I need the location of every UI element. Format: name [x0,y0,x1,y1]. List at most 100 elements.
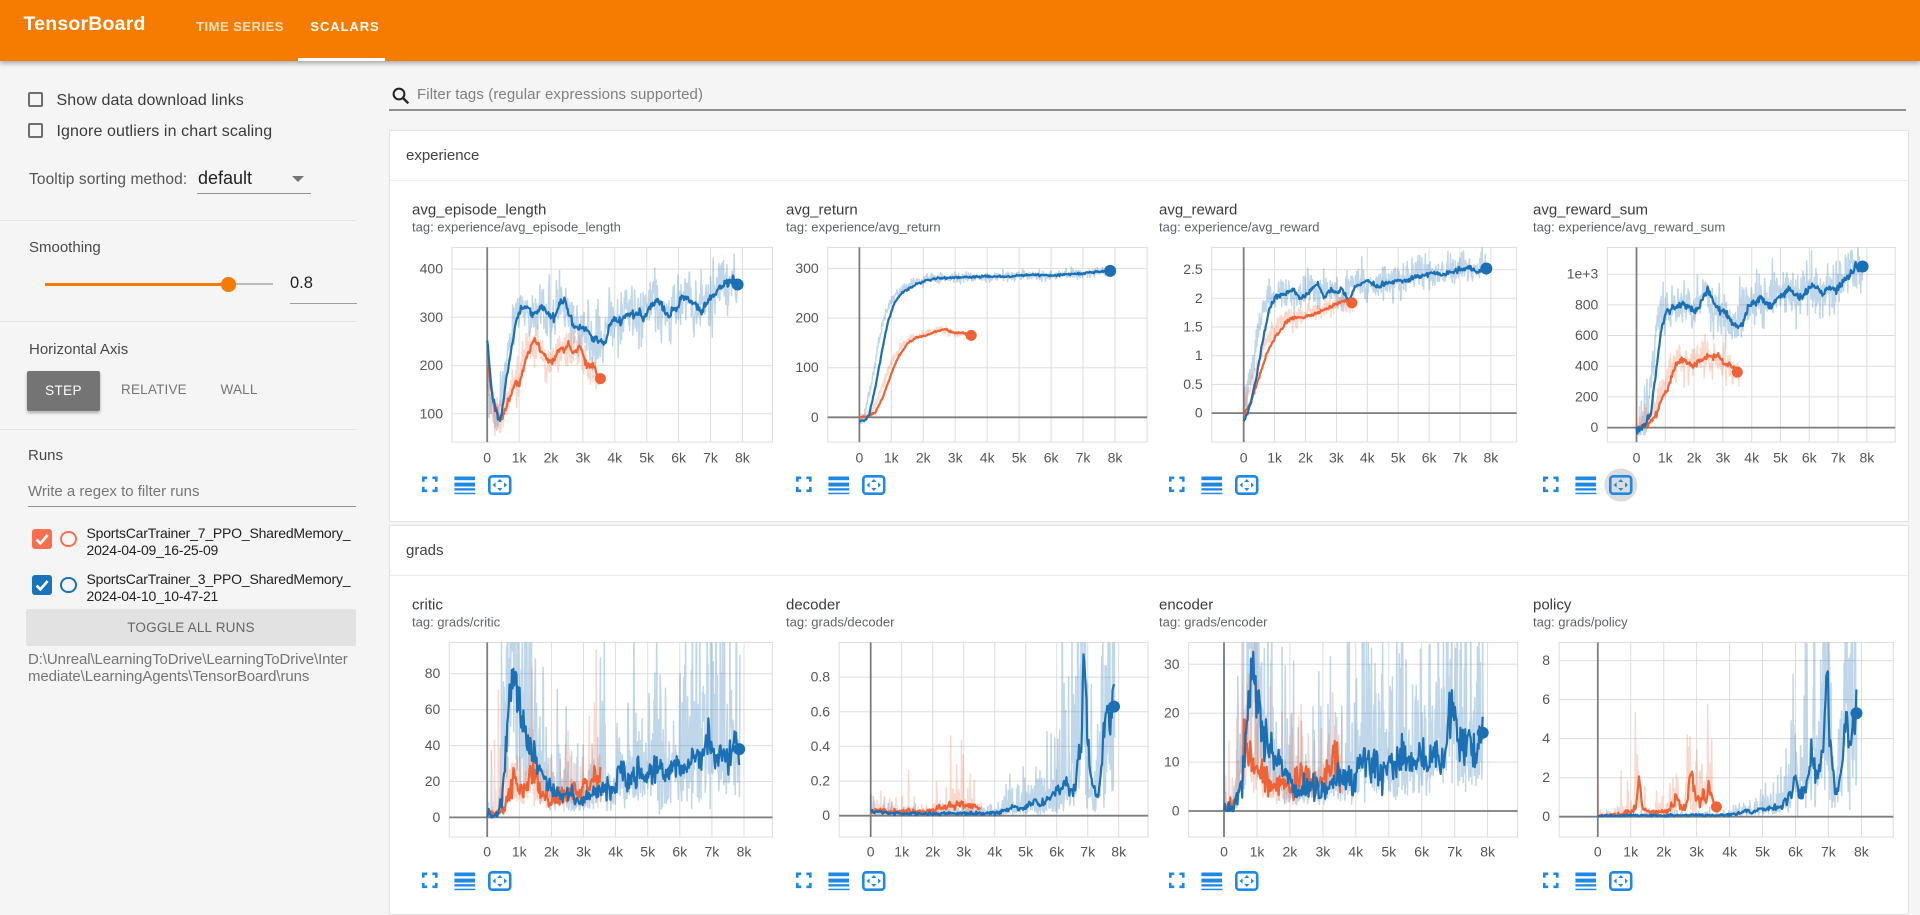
svg-text:1.5: 1.5 [1183,319,1203,335]
svg-text:7k: 7k [1075,450,1091,466]
svg-text:5k: 5k [640,844,656,860]
svg-text:0.8: 0.8 [810,669,830,685]
svg-text:4k: 4k [607,450,623,466]
svg-text:2: 2 [1195,290,1203,306]
svg-text:1k: 1k [1657,450,1673,466]
svg-text:avg_reward: avg_reward [1159,202,1237,219]
svg-text:7k: 7k [1830,450,1846,466]
svg-text:7k: 7k [1447,844,1463,860]
svg-text:5k: 5k [1391,450,1407,466]
svg-text:2k: 2k [925,844,941,860]
svg-text:300: 300 [795,260,819,276]
svg-text:7k: 7k [1821,844,1837,860]
svg-text:tag: experience/avg_episode_le: tag: experience/avg_episode_length [412,220,621,235]
svg-text:6k: 6k [1414,844,1430,860]
svg-text:80: 80 [425,665,441,681]
svg-text:800: 800 [1574,296,1598,312]
svg-text:0.5: 0.5 [1183,376,1203,392]
svg-text:avg_episode_length: avg_episode_length [412,202,546,219]
svg-text:1e+3: 1e+3 [1566,266,1598,282]
svg-text:3k: 3k [1329,450,1345,466]
svg-text:2k: 2k [1283,844,1299,860]
svg-text:0.6: 0.6 [810,703,830,719]
svg-text:200: 200 [1574,388,1598,404]
svg-text:8k: 8k [735,450,751,466]
svg-text:100: 100 [795,359,819,375]
svg-text:tag: experience/avg_reward_sum: tag: experience/avg_reward_sum [1533,220,1725,235]
svg-text:1k: 1k [883,450,899,466]
svg-text:5k: 5k [1018,844,1034,860]
svg-text:2k: 2k [1656,844,1672,860]
svg-text:avg_reward_sum: avg_reward_sum [1533,202,1648,219]
svg-text:100: 100 [420,405,444,421]
svg-text:0: 0 [1195,405,1203,421]
svg-text:2k: 2k [915,450,931,466]
svg-text:400: 400 [1574,358,1598,374]
svg-text:4k: 4k [979,450,995,466]
svg-text:5k: 5k [1011,450,1027,466]
svg-text:3k: 3k [1689,844,1705,860]
svg-text:0: 0 [483,844,491,860]
svg-text:3k: 3k [947,450,963,466]
svg-text:0: 0 [866,844,874,860]
svg-text:0: 0 [1172,803,1180,819]
svg-text:tag: grads/policy: tag: grads/policy [1533,615,1628,630]
svg-text:0: 0 [483,450,491,466]
svg-text:5k: 5k [1381,844,1397,860]
svg-text:10: 10 [1164,754,1180,770]
svg-text:1k: 1k [1623,844,1639,860]
svg-text:4k: 4k [987,844,1003,860]
svg-text:8k: 8k [1107,450,1123,466]
svg-text:40: 40 [425,737,441,753]
svg-text:6k: 6k [1049,844,1065,860]
svg-text:4: 4 [1542,730,1550,746]
svg-text:30: 30 [1164,656,1180,672]
svg-text:6k: 6k [1043,450,1059,466]
svg-text:7k: 7k [703,450,719,466]
svg-text:0: 0 [433,809,441,825]
svg-text:4k: 4k [1744,450,1760,466]
svg-text:3k: 3k [1316,844,1332,860]
svg-text:1k: 1k [1250,844,1266,860]
svg-text:8k: 8k [1480,844,1496,860]
svg-text:0: 0 [1220,844,1228,860]
svg-text:3k: 3k [576,450,592,466]
svg-text:3k: 3k [576,844,592,860]
svg-text:20: 20 [1164,705,1180,721]
svg-text:0: 0 [855,450,863,466]
svg-text:7k: 7k [705,844,721,860]
svg-text:8k: 8k [1111,844,1127,860]
svg-text:600: 600 [1574,327,1598,343]
svg-text:0: 0 [1240,450,1248,466]
svg-text:encoder: encoder [1159,597,1213,614]
svg-text:3k: 3k [956,844,972,860]
svg-text:2.5: 2.5 [1183,261,1203,277]
svg-text:8k: 8k [1859,450,1875,466]
svg-text:2k: 2k [1686,450,1702,466]
svg-text:2: 2 [1542,769,1550,785]
svg-text:4k: 4k [1360,450,1376,466]
svg-text:1: 1 [1195,347,1203,363]
svg-text:tag: experience/avg_return: tag: experience/avg_return [786,220,941,235]
svg-text:6k: 6k [1788,844,1804,860]
svg-text:5k: 5k [1773,450,1789,466]
svg-text:7k: 7k [1453,450,1469,466]
svg-text:critic: critic [412,597,443,614]
svg-text:4k: 4k [1722,844,1738,860]
svg-text:decoder: decoder [786,597,840,614]
svg-text:5k: 5k [1755,844,1771,860]
svg-text:6k: 6k [1422,450,1438,466]
svg-text:2k: 2k [544,450,560,466]
svg-text:0: 0 [1632,450,1640,466]
svg-text:0: 0 [1593,844,1601,860]
svg-text:60: 60 [425,701,441,717]
svg-text:tag: experience/avg_reward: tag: experience/avg_reward [1159,220,1319,235]
svg-text:3k: 3k [1715,450,1731,466]
svg-text:5k: 5k [639,450,655,466]
svg-text:8k: 8k [1484,450,1500,466]
svg-text:4k: 4k [1348,844,1364,860]
svg-text:400: 400 [420,261,444,277]
svg-text:0.4: 0.4 [810,738,830,754]
svg-text:8k: 8k [1854,844,1870,860]
svg-text:200: 200 [420,357,444,373]
